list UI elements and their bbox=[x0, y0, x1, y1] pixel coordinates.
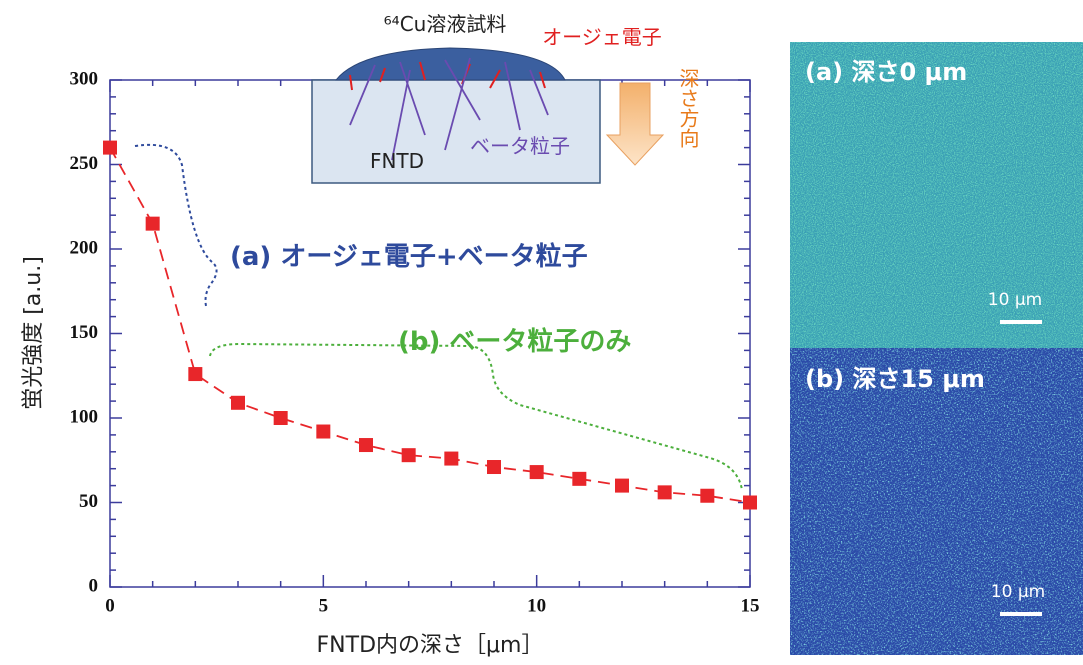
y-tick-label: 100 bbox=[70, 406, 99, 427]
detector-label: FNTD bbox=[370, 149, 424, 173]
y-tick-label: 200 bbox=[70, 237, 99, 258]
data-point bbox=[316, 424, 331, 439]
y-tick-label: 250 bbox=[70, 153, 99, 174]
data-point bbox=[529, 465, 544, 480]
y-tick-label: 300 bbox=[70, 68, 99, 89]
image-label: (a) 深さ0 μm bbox=[805, 58, 967, 86]
depth-arrow bbox=[605, 82, 665, 166]
x-tick-label: 10 bbox=[527, 595, 546, 616]
data-point bbox=[487, 460, 501, 475]
image-label: (b) 深さ15 μm bbox=[805, 365, 985, 393]
data-point bbox=[359, 438, 373, 453]
brace-a bbox=[134, 143, 218, 307]
beta-tracks bbox=[349, 57, 549, 161]
image-a-noise bbox=[790, 42, 1083, 348]
y-tick-label: 150 bbox=[70, 322, 99, 343]
auger-label: オージェ電子 bbox=[542, 25, 662, 49]
annotation: (a) オージェ電子+ベータ粒子 bbox=[230, 241, 588, 272]
data-point bbox=[444, 451, 459, 466]
detector-box bbox=[311, 79, 601, 184]
y-tick-label: 50 bbox=[79, 491, 98, 512]
data-point bbox=[700, 488, 715, 503]
depth-label: 深さ方向 bbox=[676, 68, 700, 148]
data-point bbox=[273, 411, 288, 425]
sample-label: ⁶⁴Cu溶液試料 bbox=[384, 12, 507, 36]
data-point bbox=[615, 478, 629, 493]
data-point bbox=[145, 216, 160, 231]
data-point bbox=[103, 140, 117, 155]
data-point bbox=[231, 395, 245, 410]
y-tick-label: 0 bbox=[89, 575, 99, 596]
x-tick-label: 5 bbox=[319, 595, 329, 616]
x-axis-label: FNTD内の深さ［μm］ bbox=[317, 633, 544, 658]
data-point bbox=[657, 485, 672, 500]
y-axis-label: 蛍光強度 [a.u.] bbox=[21, 256, 46, 410]
x-tick-label: 0 bbox=[105, 595, 115, 616]
data-point bbox=[743, 495, 757, 510]
data-point bbox=[188, 367, 203, 382]
data-point bbox=[401, 448, 416, 463]
brace-b bbox=[209, 342, 743, 491]
x-tick-label: 15 bbox=[741, 595, 760, 616]
data-line bbox=[109, 147, 751, 504]
image-b-noise bbox=[790, 348, 1083, 655]
scale-label: 10 μm bbox=[988, 290, 1042, 310]
data-point bbox=[572, 471, 587, 486]
annotation: (b) ベータ粒子のみ bbox=[398, 326, 631, 357]
beta-label: ベータ粒子 bbox=[470, 134, 570, 158]
auger-tracks bbox=[349, 61, 546, 91]
scale-label: 10 μm bbox=[991, 582, 1045, 602]
